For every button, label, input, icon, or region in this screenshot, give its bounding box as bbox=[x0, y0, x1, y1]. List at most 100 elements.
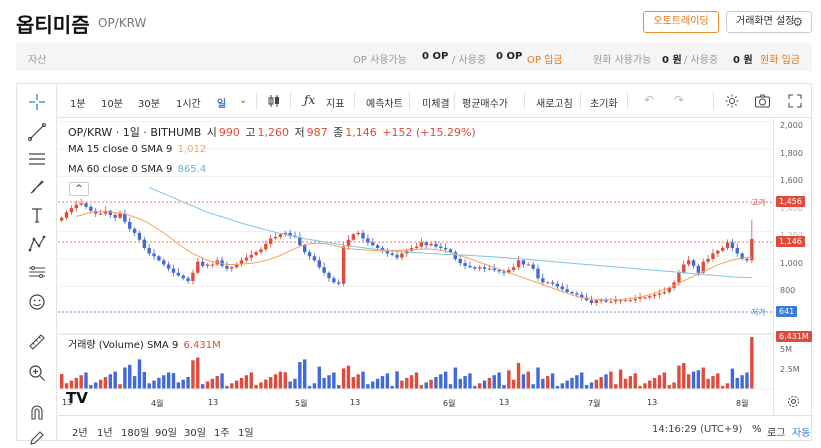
volume-bar bbox=[298, 362, 302, 389]
op-deposit-link[interactable]: OP 입금 bbox=[527, 55, 563, 66]
candle bbox=[516, 260, 521, 268]
trend-line-icon[interactable] bbox=[27, 122, 47, 142]
axis-settings-icon[interactable] bbox=[787, 395, 800, 408]
prediction-icon[interactable] bbox=[27, 262, 47, 282]
ma60-legend: MA 60 close 0 SMA 9 865.4 bbox=[68, 164, 208, 175]
current-price-tag: 1,146 bbox=[776, 236, 805, 247]
coin-name: 옵티미즘 bbox=[16, 13, 90, 37]
candle bbox=[191, 272, 195, 281]
refresh-button[interactable]: 새로고침 bbox=[536, 99, 573, 110]
interval-1d[interactable]: 일 bbox=[217, 99, 227, 110]
candle bbox=[609, 301, 613, 303]
ruler-icon[interactable] bbox=[27, 332, 47, 352]
candle bbox=[400, 253, 404, 258]
candle bbox=[648, 296, 652, 298]
volume-bar bbox=[385, 373, 390, 389]
candle bbox=[463, 263, 467, 266]
fullscreen-icon[interactable] bbox=[787, 93, 803, 109]
volume-bar bbox=[604, 374, 608, 389]
candle bbox=[361, 232, 365, 239]
percent-toggle[interactable]: % bbox=[752, 424, 762, 435]
candle bbox=[720, 248, 725, 251]
range-1y[interactable]: 1년 bbox=[97, 428, 113, 439]
smiley-icon[interactable] bbox=[27, 292, 47, 312]
chevron-down-icon[interactable]: ⌄ bbox=[239, 95, 248, 106]
interval-30m[interactable]: 30분 bbox=[138, 99, 160, 110]
interval-1h[interactable]: 1시간 bbox=[176, 99, 201, 110]
candle-type-icon[interactable] bbox=[266, 93, 282, 109]
collapse-legend-button[interactable]: ^ bbox=[69, 182, 89, 196]
volume-bar bbox=[638, 386, 642, 389]
range-90d[interactable]: 90일 bbox=[155, 428, 177, 439]
text-icon[interactable] bbox=[27, 205, 47, 225]
volume-bar bbox=[740, 375, 744, 389]
price-tick: 1,400 bbox=[780, 204, 803, 213]
volume-bar bbox=[108, 374, 113, 389]
ma60-line bbox=[149, 187, 752, 278]
unsettled-button[interactable]: 미체결 bbox=[422, 99, 450, 110]
volume-bar bbox=[322, 377, 326, 389]
price-tick: 1,000 bbox=[780, 259, 803, 268]
toolbar-divider bbox=[627, 92, 628, 110]
log-toggle[interactable]: 로그 bbox=[767, 428, 786, 439]
price-chart[interactable]: TV bbox=[58, 119, 773, 415]
time-tick: 13 bbox=[62, 398, 73, 407]
range-1w[interactable]: 1주 bbox=[214, 428, 230, 439]
price-tick: 1,200 bbox=[780, 231, 803, 240]
volume-bar bbox=[580, 372, 584, 389]
zoom-in-icon[interactable] bbox=[27, 363, 47, 383]
range-2y[interactable]: 2년 bbox=[72, 428, 88, 439]
auto-toggle[interactable]: 자동 bbox=[792, 428, 811, 439]
volume-bar bbox=[526, 371, 530, 389]
candle bbox=[234, 264, 239, 268]
camera-icon[interactable] bbox=[754, 93, 771, 109]
volume-bar bbox=[210, 378, 215, 389]
close-value: 1,146 bbox=[345, 126, 377, 139]
candle bbox=[142, 239, 147, 248]
candle bbox=[89, 206, 93, 211]
pencil-icon[interactable] bbox=[27, 428, 47, 448]
indicator-button[interactable]: 지표 bbox=[326, 99, 345, 110]
interval-1m[interactable]: 1분 bbox=[70, 99, 86, 110]
magnet-icon[interactable] bbox=[27, 402, 47, 422]
settings-gear-icon[interactable] bbox=[724, 93, 740, 109]
interval-10m[interactable]: 10분 bbox=[101, 99, 123, 110]
brush-icon[interactable] bbox=[27, 177, 47, 197]
range-1d[interactable]: 1일 bbox=[238, 428, 254, 439]
range-180d[interactable]: 180일 bbox=[121, 428, 150, 439]
pattern-icon[interactable] bbox=[27, 234, 47, 254]
redo-icon[interactable]: ↷ bbox=[674, 93, 685, 107]
candle bbox=[541, 278, 545, 283]
candle bbox=[633, 298, 637, 301]
volume-bar bbox=[434, 377, 438, 389]
auto-trading-button[interactable]: 오토트레이딩 bbox=[643, 11, 719, 33]
candle bbox=[113, 215, 117, 218]
volume-bar bbox=[720, 386, 725, 389]
avg-price-button[interactable]: 평균매수가 bbox=[462, 99, 508, 110]
volume-bar bbox=[186, 377, 190, 389]
undo-icon[interactable]: ↶ bbox=[644, 93, 655, 107]
candle bbox=[497, 270, 501, 272]
candle bbox=[123, 213, 127, 222]
reset-button[interactable]: 초기화 bbox=[590, 99, 618, 110]
volume-bar bbox=[205, 381, 210, 389]
crosshair-icon[interactable] bbox=[27, 92, 47, 112]
open-value: 990 bbox=[218, 126, 240, 139]
volume-bar bbox=[356, 374, 360, 389]
high-tag-label: 고가 bbox=[751, 198, 766, 207]
krw-deposit-link[interactable]: 원화 입금 bbox=[760, 55, 800, 66]
volume-bar bbox=[181, 379, 185, 389]
screen-settings-button[interactable]: 거래화면 설정 ⚙ bbox=[726, 11, 812, 33]
volume-bar bbox=[594, 379, 599, 389]
gear-icon: ⚙ bbox=[792, 15, 803, 29]
candle bbox=[137, 232, 142, 240]
prediction-chart-button[interactable]: 예측차트 bbox=[366, 99, 403, 110]
function-icon[interactable]: ƒx bbox=[304, 93, 316, 107]
header: 옵티미즘 OP/KRW 오토트레이딩 거래화면 설정 ⚙ bbox=[0, 0, 821, 42]
horizontal-lines-icon[interactable] bbox=[27, 149, 47, 169]
candle bbox=[745, 259, 749, 261]
candle bbox=[254, 252, 258, 255]
candle bbox=[337, 282, 341, 284]
candle bbox=[356, 232, 360, 235]
range-30d[interactable]: 30일 bbox=[184, 428, 206, 439]
